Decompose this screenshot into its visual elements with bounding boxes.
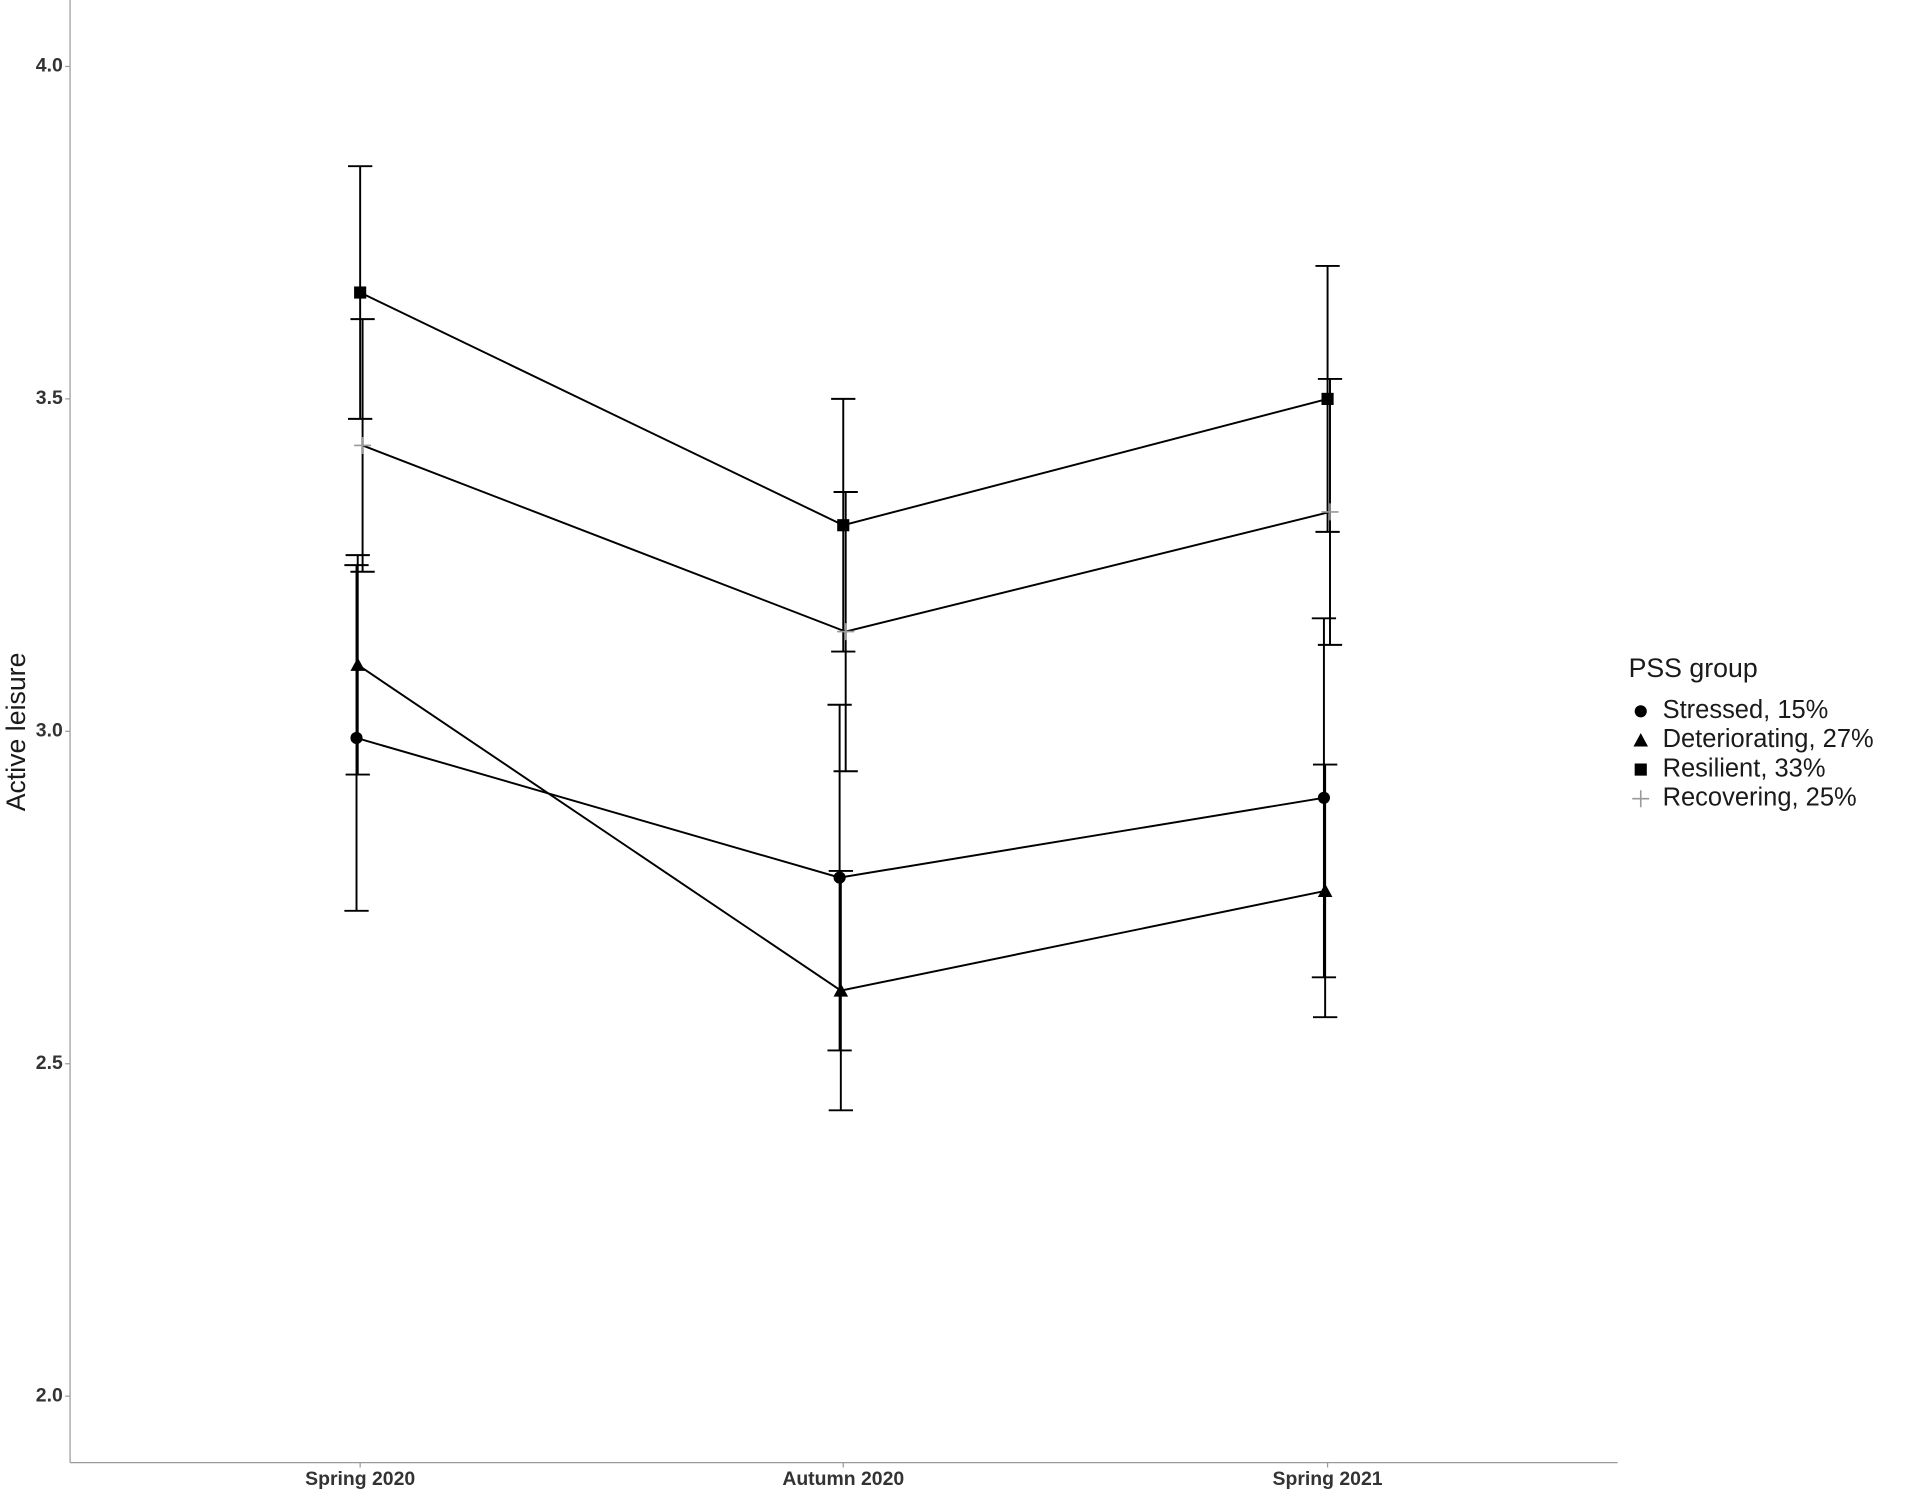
marker — [833, 983, 849, 997]
legend-label: Resilient, 33% — [1663, 754, 1826, 782]
marker — [354, 286, 367, 299]
marker — [837, 519, 850, 532]
legend-item: Recovering, 25% — [1632, 783, 1857, 811]
legend-title: PSS group — [1629, 653, 1758, 683]
marker — [1317, 791, 1330, 804]
x-tick-label: Spring 2021 — [1273, 1468, 1383, 1490]
marker — [1317, 883, 1333, 897]
series — [344, 564, 1337, 1052]
marker — [350, 657, 366, 671]
legend-item: Stressed, 15% — [1634, 696, 1829, 724]
marker — [1633, 733, 1649, 747]
y-tick-label: 2.0 — [36, 1384, 63, 1406]
marker — [354, 436, 372, 454]
y-tick-label: 2.5 — [36, 1052, 63, 1074]
legend-item: Resilient, 33% — [1634, 754, 1826, 782]
y-tick-label: 3.5 — [36, 387, 63, 409]
y-tick-label: 4.0 — [36, 55, 63, 77]
legend-item: Deteriorating, 27% — [1633, 725, 1874, 753]
legend-label: Deteriorating, 27% — [1663, 725, 1874, 753]
marker — [837, 623, 855, 641]
marker — [1321, 392, 1334, 405]
marker — [1632, 790, 1650, 808]
x-tick-label: Autumn 2020 — [782, 1468, 904, 1490]
marker — [1321, 503, 1339, 521]
x-tick-label: Spring 2020 — [305, 1468, 415, 1490]
series — [348, 165, 1340, 653]
series — [350, 318, 1343, 773]
marker — [350, 731, 363, 745]
y-tick-label: 3.0 — [36, 719, 63, 741]
legend-label: Stressed, 15% — [1663, 696, 1829, 724]
marker — [1634, 705, 1647, 718]
marker — [833, 871, 846, 884]
y-axis-title: Active leisure — [1, 653, 31, 812]
legend-label: Recovering, 25% — [1663, 783, 1857, 811]
marker — [1634, 763, 1647, 776]
series — [345, 554, 1338, 1112]
